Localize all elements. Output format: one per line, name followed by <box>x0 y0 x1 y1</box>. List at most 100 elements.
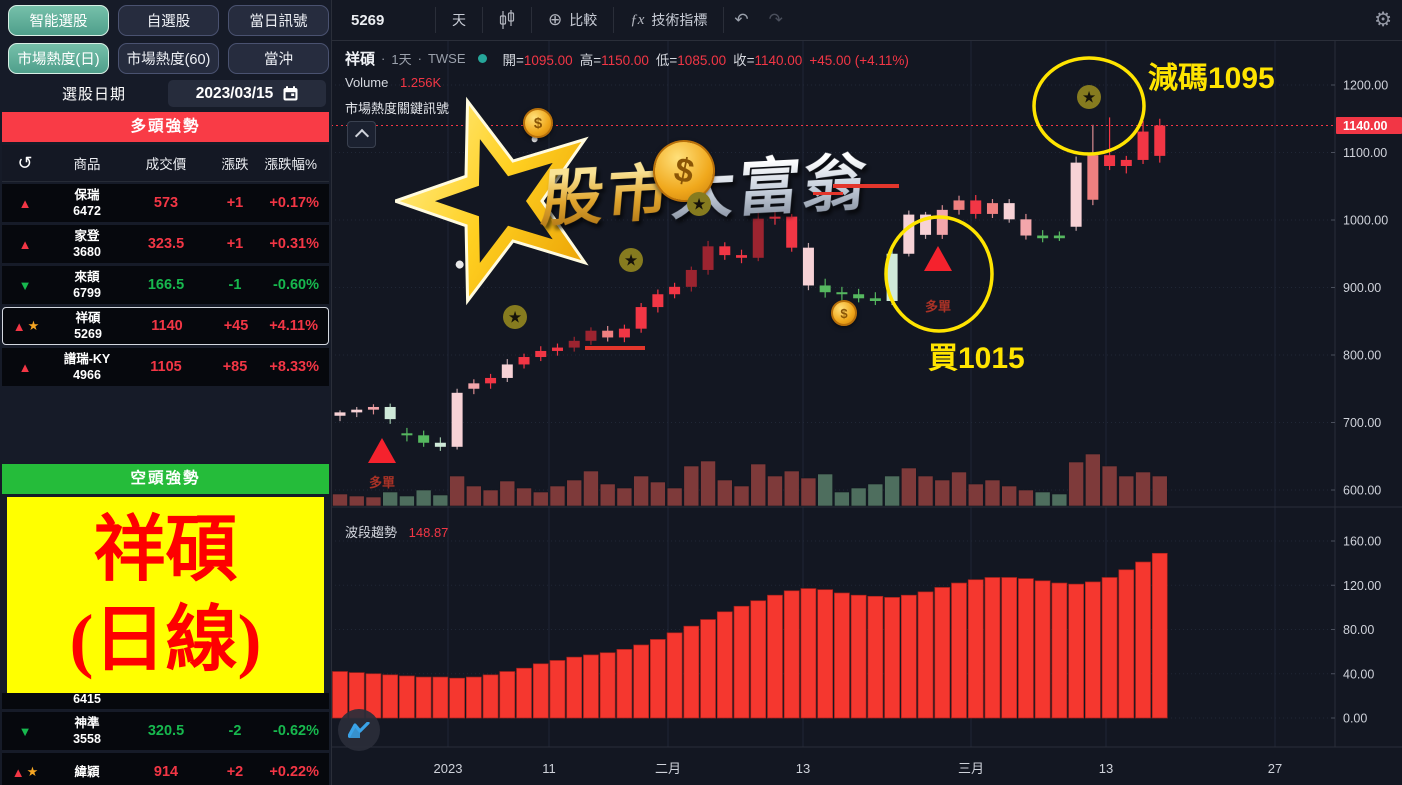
stock-change: -1 <box>228 277 242 293</box>
legend-separator: · <box>381 51 386 66</box>
volume-bar <box>348 495 365 507</box>
direction-indicator: ▲ ★ <box>3 318 49 334</box>
stock-row-3558[interactable]: ▼ 神準 3558 320.5 -2 -0.62% <box>2 712 329 750</box>
stock-row-4966[interactable]: ▲ 譜瑞-KY 4966 1105 +85 +8.33% <box>2 348 329 386</box>
chart-watermark-button[interactable] <box>338 709 380 751</box>
ohlc-value: 1150.00 <box>601 52 649 68</box>
volume-bar <box>566 479 583 507</box>
sidebar: 智能選股 自選股 當日訊號 市場熱度(日) 市場熱度(60) 當沖 選股日期 2023/… <box>0 0 332 785</box>
toolbar-divider <box>531 7 532 33</box>
trend-bar <box>1151 552 1168 719</box>
volume-bar <box>599 483 616 507</box>
volume-bar <box>700 460 716 507</box>
legend-symbol[interactable]: 祥碩 <box>345 51 376 68</box>
market-status-dot <box>477 54 487 63</box>
chart-style-button[interactable] <box>483 0 531 40</box>
direction-indicator: ▲ <box>2 360 48 375</box>
indicators-label: 技術指標 <box>651 12 708 28</box>
refresh-icon[interactable]: ↺ <box>17 152 33 173</box>
volume-bar <box>415 489 432 507</box>
price-tick-label: 700.00 <box>1343 416 1381 430</box>
stock-change: +1 <box>226 236 244 252</box>
tab-day-trade[interactable]: 當沖 <box>228 43 329 74</box>
tab-market-heat-day[interactable]: 市場熱度(日) <box>8 43 109 74</box>
stock-name-code: 來頡 6799 <box>48 269 126 302</box>
interval-button[interactable]: 天 <box>452 12 466 28</box>
legend-separator: · <box>417 51 422 66</box>
volume-bar <box>767 475 783 507</box>
candle-body <box>869 298 881 301</box>
stock-name: 緯穎 <box>74 764 100 779</box>
candle-body <box>485 377 497 384</box>
price-tick-label: 1100.00 <box>1343 146 1387 160</box>
trend-tick-label: 0.00 <box>1343 712 1367 726</box>
trend-bar <box>516 667 532 719</box>
candle-body <box>535 350 547 358</box>
candle-body <box>652 294 664 308</box>
redo-button[interactable]: ↷ <box>768 10 783 29</box>
volume-bar <box>633 475 649 507</box>
stock-code: 3558 <box>73 732 101 746</box>
volume-bar <box>1051 493 1068 507</box>
candle-body <box>1120 159 1132 166</box>
trend-bar <box>549 660 566 719</box>
trend-bar <box>1018 578 1034 719</box>
collapse-panel-button[interactable] <box>347 121 376 148</box>
compare-button[interactable]: ⊕ 比較 <box>532 0 613 40</box>
candle-body <box>702 246 714 270</box>
ohlc-label: 收= <box>733 52 755 68</box>
stock-row-6799[interactable]: ▼ 來頡 6799 166.5 -1 -0.60% <box>2 266 329 304</box>
candle-body <box>602 330 614 338</box>
indicators-button[interactable]: ƒx 技術指標 <box>614 0 723 40</box>
stock-code: 6415 <box>73 693 101 706</box>
stock-row-3680[interactable]: ▲ 家登 3680 323.5 +1 +0.31% <box>2 225 329 263</box>
chart-area[interactable]: 1200.00 1100.00 1000.00 900.00 800.00 700.00 6… <box>331 40 1402 785</box>
price-tick-label: 1200.00 <box>1343 79 1388 93</box>
trend-bar <box>482 674 499 719</box>
symbol-search-button[interactable]: 5269 <box>351 11 385 29</box>
tab-watchlist[interactable]: 自選股 <box>118 5 219 36</box>
stock-row-緯穎[interactable]: ▲ ★ 緯穎 914 +2 +0.22% <box>2 753 329 785</box>
chevron-up-icon <box>354 128 369 144</box>
trend-bar <box>900 594 917 719</box>
price-chart[interactable]: 1200.00 1100.00 1000.00 900.00 800.00 700.00 6… <box>331 40 1402 785</box>
legend-interval: 1天 <box>391 52 412 67</box>
stock-row-6472[interactable]: ▲ 保瑞 6472 573 +1 +0.17% <box>2 184 329 222</box>
candle-body <box>1020 219 1032 236</box>
ohlc-value: 1140.00 <box>754 52 803 68</box>
candlestick-icon <box>499 10 515 29</box>
direction-indicator: ▲ ★ <box>2 764 48 780</box>
volume-bar <box>984 479 1001 507</box>
candle-body <box>853 294 865 299</box>
settings-gear-icon[interactable]: ⚙ <box>1374 9 1392 31</box>
bull-section-header: 多頭強勢 <box>2 112 329 142</box>
date-input[interactable]: 2023/03/15 <box>168 80 326 107</box>
candle-body <box>551 347 563 351</box>
undo-button[interactable]: ↶ <box>734 10 749 29</box>
candle-body <box>786 216 798 248</box>
current-price-label <box>1336 117 1402 134</box>
candle-body <box>451 392 463 447</box>
tab-today-signals[interactable]: 當日訊號 <box>228 5 329 36</box>
stock-row-6415[interactable]: 6415 <box>2 693 329 709</box>
trend-bar <box>1135 561 1151 719</box>
stock-change: +1 <box>226 195 244 211</box>
col-change-pct: 漲跌幅% <box>264 157 317 172</box>
candle-body <box>518 357 530 365</box>
candle-body <box>669 286 681 295</box>
col-change: 漲跌 <box>221 157 249 172</box>
volume-bar <box>967 483 984 507</box>
volume-bar <box>901 467 917 507</box>
stock-change-pct: +8.33% <box>269 359 319 375</box>
tab-market-heat-60[interactable]: 市場熱度(60) <box>118 43 219 74</box>
candle-body <box>384 406 396 420</box>
stock-price: 1105 <box>150 359 182 375</box>
stock-name-code: 神準 3558 <box>48 715 126 748</box>
stock-row-5269[interactable]: ▲ ★ 祥碩 5269 1140 +45 +4.11% <box>2 307 329 345</box>
stock-price: 914 <box>153 764 179 780</box>
candle-body <box>1104 155 1116 166</box>
direction-indicator: ▲ <box>2 196 48 211</box>
tab-smart-select[interactable]: 智能選股 <box>8 5 109 36</box>
trend-value: 148.87 <box>408 525 449 540</box>
volume-bar <box>1151 475 1168 507</box>
